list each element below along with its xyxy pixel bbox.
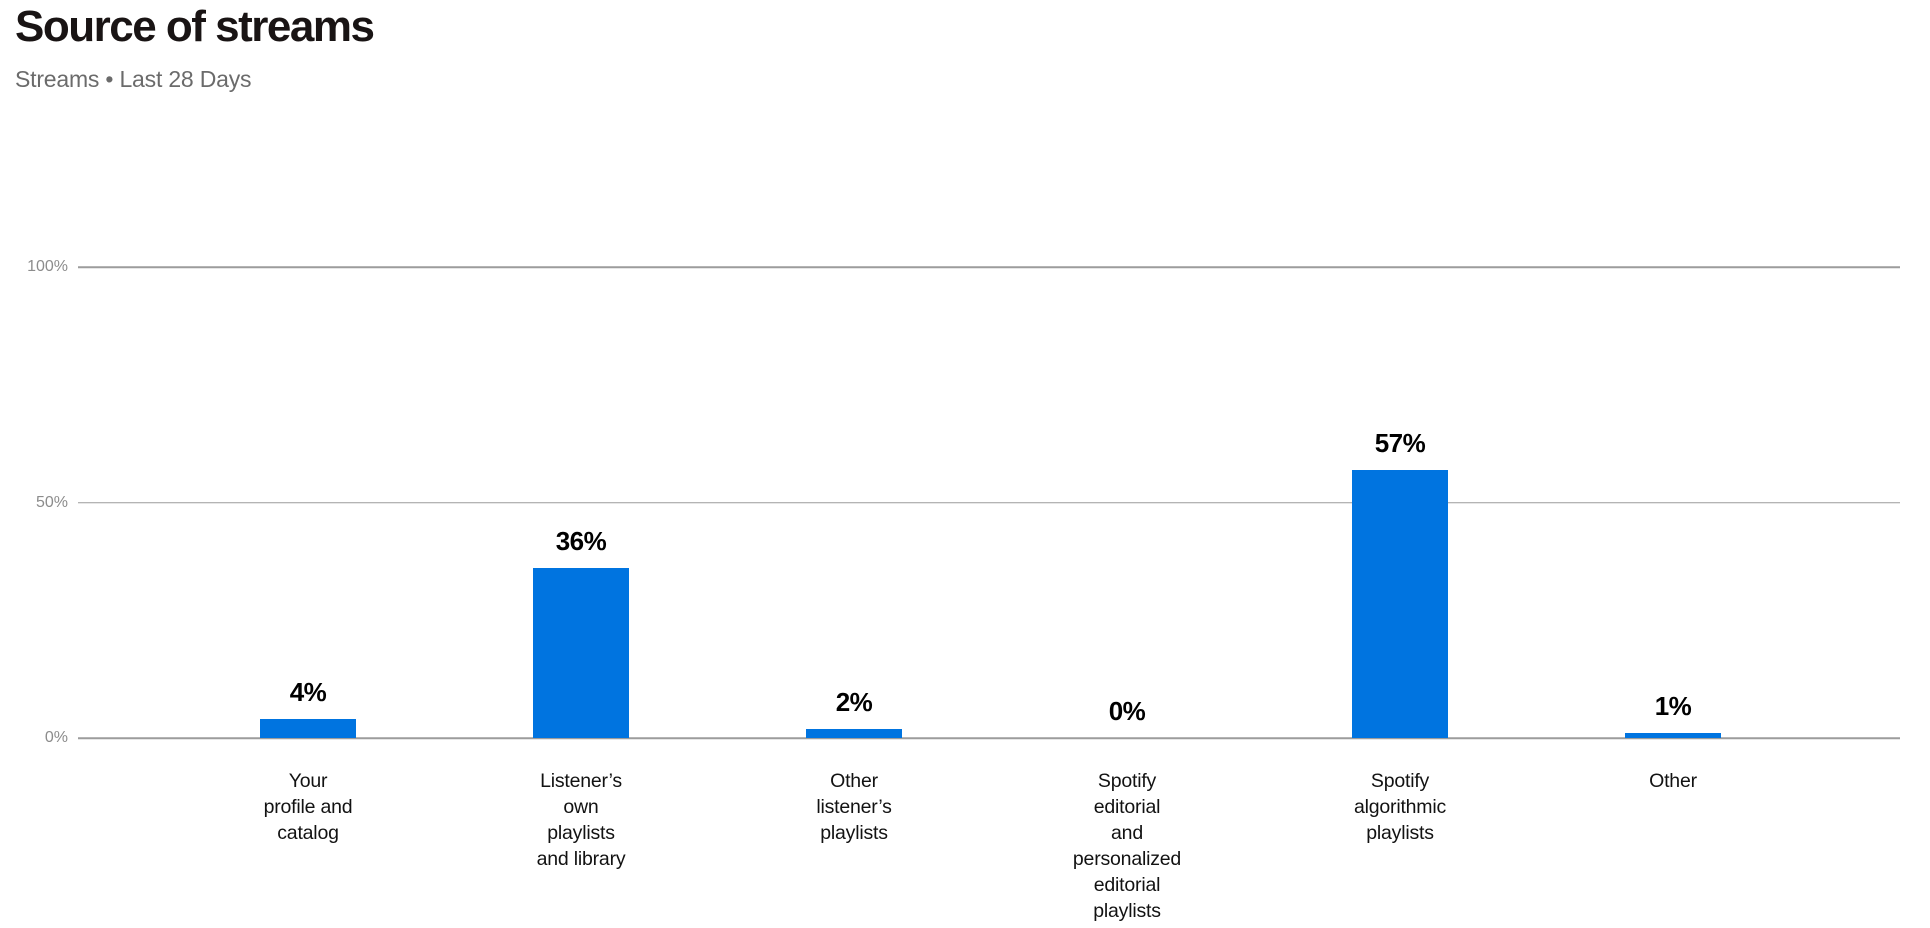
bar-2: [533, 568, 629, 738]
y-tick-label: 100%: [27, 258, 68, 275]
page-title: Source of streams: [15, 2, 375, 51]
y-tick-label: 0%: [44, 729, 68, 746]
gridline-50%: [78, 501, 1900, 504]
category-label: Spotify editorial and personalized edito…: [1072, 770, 1182, 922]
bar-value-label: 57%: [1374, 427, 1426, 458]
gridline-100%: [78, 266, 1900, 268]
y-tick-label: 50%: [35, 493, 68, 511]
bar-5: [1352, 469, 1448, 738]
bar-value-label: 4%: [289, 677, 327, 708]
bar-value-label: 0%: [1108, 696, 1146, 726]
bar-1: [260, 719, 356, 738]
category-label: Spotify algorithmic playlists: [1353, 770, 1447, 844]
category-label: Listener’s own playlists and library: [536, 770, 626, 870]
bar-value-label: 1%: [1654, 691, 1692, 722]
gridline-0%: [78, 737, 1900, 739]
category-label: Other listener’s playlists: [816, 770, 892, 844]
bar-6: [1625, 733, 1721, 738]
category-label: Other: [1649, 770, 1697, 792]
chart-subtitle: Streams • Last 28 Days: [15, 66, 252, 92]
category-label: Your profile and catalog: [263, 770, 353, 844]
bar-3: [806, 728, 902, 738]
bar-value-label: 36%: [555, 526, 607, 557]
bar-value-label: 2%: [835, 686, 873, 717]
